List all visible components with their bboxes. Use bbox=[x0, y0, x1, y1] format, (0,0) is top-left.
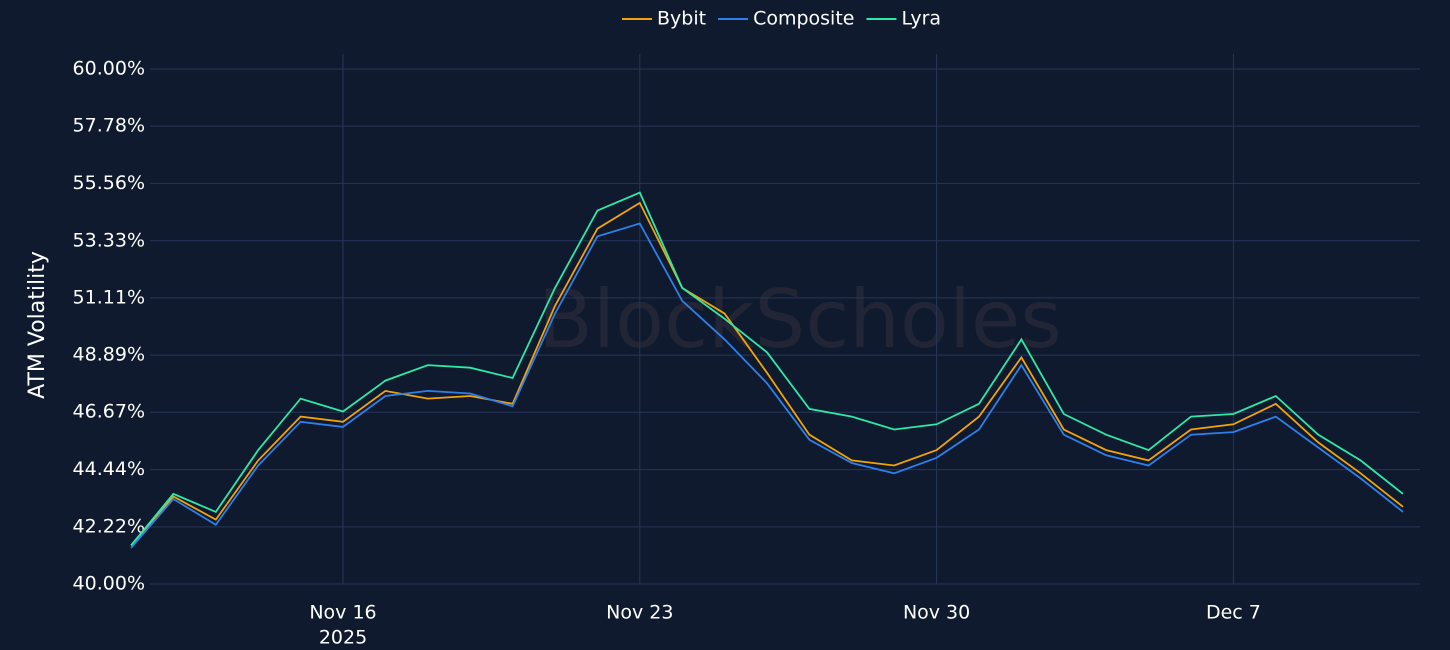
series-line bbox=[130, 201, 1404, 546]
legend-item: Bybit bbox=[622, 8, 706, 30]
legend-label: Bybit bbox=[657, 8, 706, 30]
legend-label: Lyra bbox=[901, 8, 941, 30]
y-tick-label: 48.89% bbox=[73, 344, 145, 366]
x-tick-year: 2025 bbox=[319, 627, 367, 649]
series-line bbox=[130, 191, 1404, 546]
y-tick-label: 55.56% bbox=[73, 172, 145, 194]
legend-label: Composite bbox=[753, 8, 854, 30]
legend-item: Lyra bbox=[866, 8, 941, 30]
y-tick-label: 57.78% bbox=[73, 115, 145, 137]
x-tick-label: Nov 16 bbox=[309, 602, 376, 624]
x-tick-label: Nov 23 bbox=[606, 602, 673, 624]
legend-item: Composite bbox=[718, 8, 854, 30]
y-tick-label: 53.33% bbox=[73, 229, 145, 251]
y-tick-label: 60.00% bbox=[73, 58, 145, 80]
y-tick-label: 46.67% bbox=[73, 401, 145, 423]
y-tick-label: 42.22% bbox=[73, 515, 145, 537]
x-tick-label: Nov 30 bbox=[903, 602, 970, 624]
y-axis-label: ATM Volatility bbox=[25, 251, 50, 399]
y-tick-label: 40.00% bbox=[73, 573, 145, 595]
series-line bbox=[130, 222, 1404, 549]
y-tick-label: 51.11% bbox=[73, 286, 145, 308]
x-tick-label: Dec 7 bbox=[1206, 602, 1261, 624]
y-tick-label: 44.44% bbox=[73, 458, 145, 480]
watermark: BlockScholes bbox=[538, 273, 1062, 366]
